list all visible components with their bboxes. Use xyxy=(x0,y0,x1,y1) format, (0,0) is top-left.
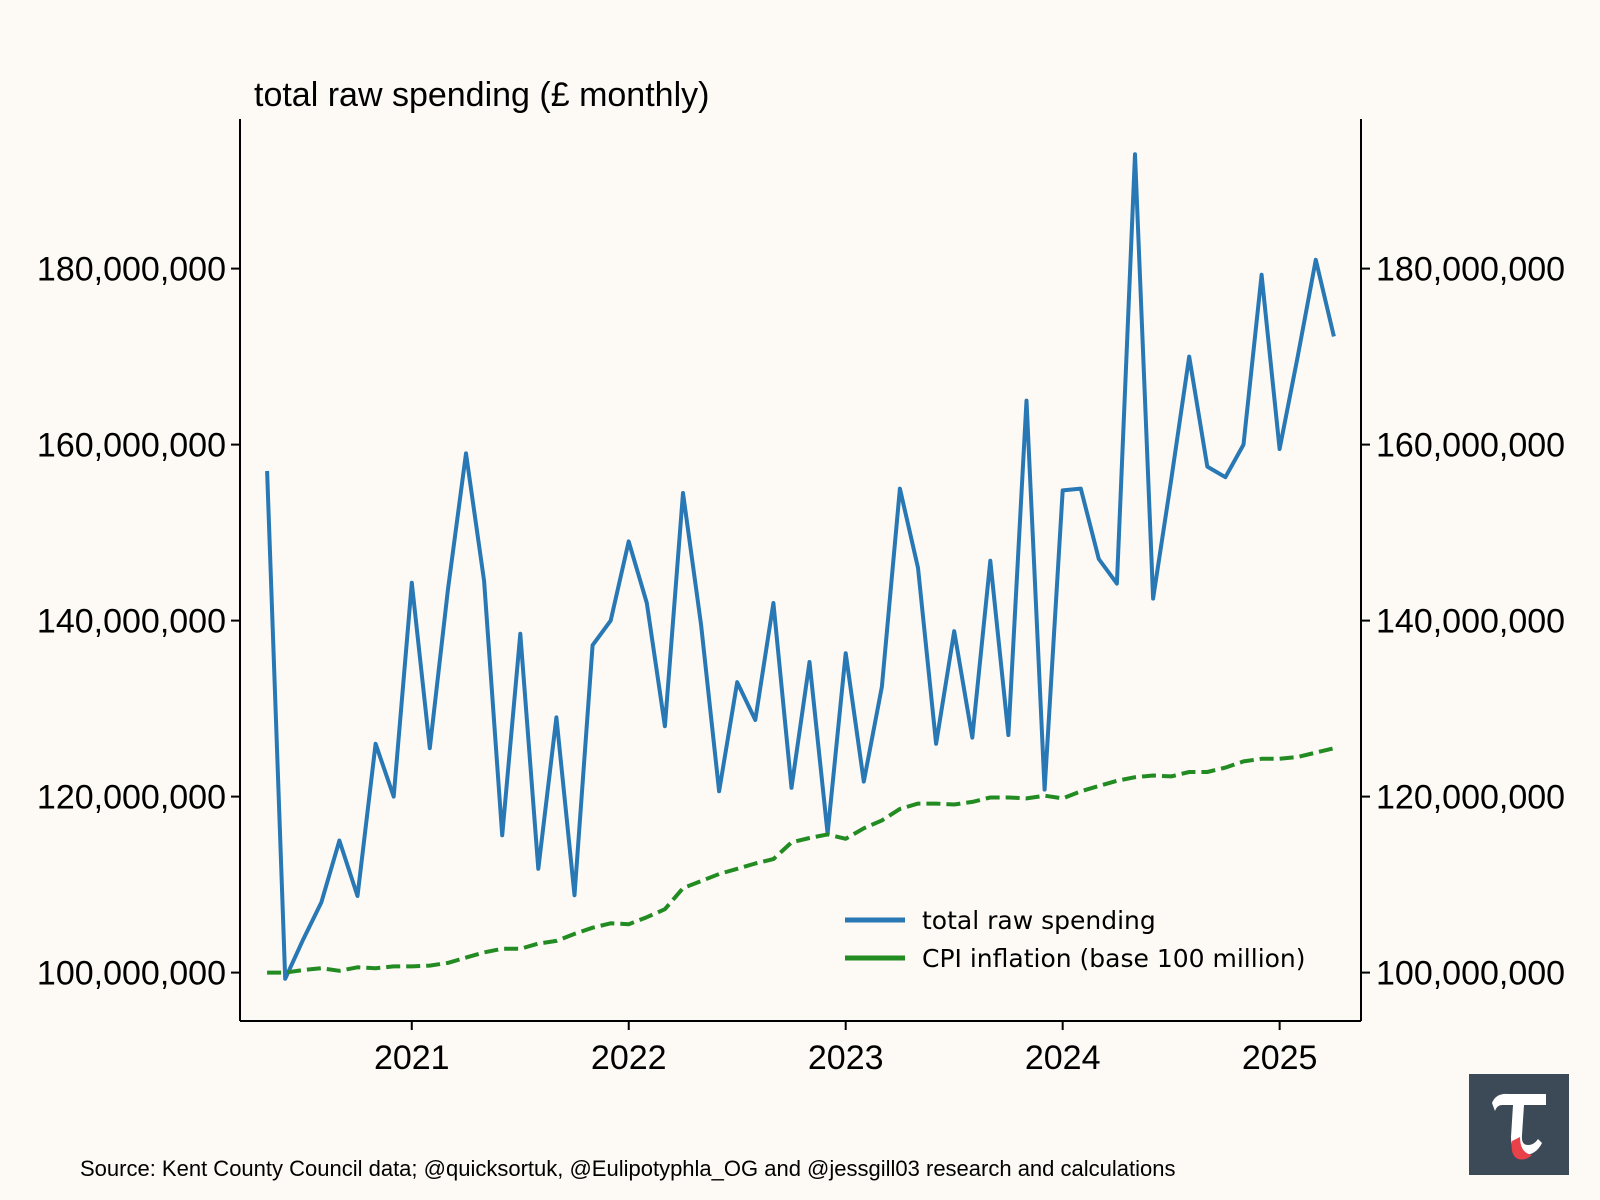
legend: total raw spending CPI inflation (base 10… xyxy=(845,906,1306,973)
axes xyxy=(239,119,1362,1022)
spending-series-line xyxy=(265,152,1336,981)
y-tick-label-left: 120,000,000 xyxy=(37,779,226,817)
cpi-series-line xyxy=(267,746,1335,975)
y-tick-label-right: 180,000,000 xyxy=(1376,251,1565,289)
x-tick-label: 2025 xyxy=(1242,1039,1318,1077)
y-tick-label-left: 160,000,000 xyxy=(37,427,226,465)
series-lines xyxy=(265,152,1336,981)
y-tick-label-right: 120,000,000 xyxy=(1376,779,1565,817)
legend-label: CPI inflation (base 100 million) xyxy=(922,944,1306,973)
y-tick-label-right: 160,000,000 xyxy=(1376,427,1565,465)
axis-ticks: 100,000,000 100,000,000 120,000,000 120,000… xyxy=(37,251,1565,1077)
publisher-logo xyxy=(1469,1074,1569,1175)
y-tick-label-left: 100,000,000 xyxy=(37,955,226,993)
x-tick-label: 2023 xyxy=(808,1039,884,1077)
legend-label: total raw spending xyxy=(922,906,1156,935)
y-tick-label-left: 180,000,000 xyxy=(37,251,226,289)
source-note: Source: Kent County Council data; @quick… xyxy=(80,1156,1176,1181)
y-tick-label-right: 100,000,000 xyxy=(1376,955,1565,993)
chart-title: total raw spending (£ monthly) xyxy=(254,76,710,114)
x-tick-label: 2022 xyxy=(591,1039,667,1077)
x-tick-label: 2024 xyxy=(1025,1039,1101,1077)
y-tick-label-left: 140,000,000 xyxy=(37,603,226,641)
y-tick-label-right: 140,000,000 xyxy=(1376,603,1565,641)
x-tick-label: 2021 xyxy=(374,1039,450,1077)
tau-logo-icon xyxy=(1492,1093,1546,1159)
